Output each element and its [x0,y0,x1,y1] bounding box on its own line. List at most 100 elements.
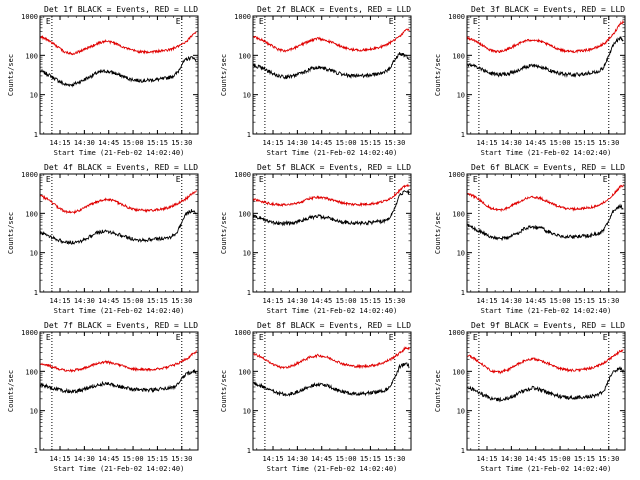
x-tick-label: 15:30 [384,455,405,463]
y-tick-label: 1 [461,447,465,455]
x-tick-label: 15:00 [550,455,571,463]
y-axis-label: Counts/sec [434,370,442,412]
event-marker-label: E [389,175,394,184]
event-marker-label: E [46,17,51,26]
detector-panel-4: Det 4f BLACK = Events, RED = LLD 1 10 100 10… [7,163,199,315]
y-axis-label: Counts/sec [434,212,442,254]
detector-panel-1: Det 1f BLACK = Events, RED = LLD 1 10 100 10… [7,5,199,157]
y-tick-label: 1 [34,447,38,455]
plot-frame [252,173,412,293]
series-line-events [467,203,624,241]
x-axis-label: Start Time (21-Feb-02 14:02:40) [267,465,398,473]
event-marker-label: E [389,333,394,342]
y-tick-label: 1 [461,131,465,139]
x-tick-label: 15:15 [574,297,595,305]
x-tick-label: 14:15 [476,297,497,305]
y-tick-label: 10 [457,250,465,258]
y-tick-label: 1000 [234,329,251,337]
series-line-lld [467,184,624,213]
x-tick-label: 15:00 [123,139,144,147]
x-tick-label: 14:15 [49,139,70,147]
x-tick-label: 15:15 [574,455,595,463]
x-tick-label: 14:15 [262,455,283,463]
x-tick-label: 14:15 [49,297,70,305]
series-line-events [253,189,410,227]
y-tick-label: 10 [30,408,38,416]
series-line-lld [253,183,410,208]
series-line-lld [253,28,410,53]
y-axis-label: Counts/sec [7,54,15,96]
series-line-lld [467,349,624,375]
y-axis-label: Counts/sec [220,212,228,254]
y-tick-label: 10 [243,92,251,100]
panel-title: Det 1f BLACK = Events, RED = LLD [44,5,198,14]
x-tick-label: 15:00 [123,455,144,463]
y-tick-label: 10 [243,408,251,416]
y-tick-label: 100 [238,52,251,60]
plot-frame [252,331,412,451]
x-tick-label: 14:15 [262,297,283,305]
x-tick-label: 14:15 [476,139,497,147]
x-tick-label: 15:15 [574,139,595,147]
event-marker-label: E [603,17,608,26]
y-tick-label: 100 [25,210,38,218]
y-tick-label: 1 [247,289,251,297]
y-axis-label: Counts/sec [7,212,15,254]
x-axis-label: Start Time (21-Feb-02 14:02:40) [481,149,612,157]
series-line-events [253,52,410,80]
x-axis-label: Start Time (21-Feb-02 14:02:40) [481,307,612,315]
y-tick-label: 100 [25,52,38,60]
plot-frame [39,331,199,451]
y-tick-label: 1000 [21,171,38,179]
x-tick-label: 14:30 [74,297,95,305]
y-tick-label: 1000 [234,13,251,21]
event-marker-label: E [176,333,181,342]
y-tick-label: 1000 [448,171,465,179]
y-tick-label: 10 [457,408,465,416]
plot-frame [39,15,199,135]
event-marker-label: E [176,17,181,26]
x-axis-label: Start Time (21-Feb-02 14:02:40) [481,465,612,473]
x-axis-label: Start Time (21-Feb-02 14:02:40) [267,149,398,157]
panel-title: Det 4f BLACK = Events, RED = LLD [44,163,198,172]
x-tick-label: 15:30 [598,139,619,147]
x-tick-label: 15:30 [171,455,192,463]
event-marker-label: E [389,17,394,26]
detector-panel-2: Det 2f BLACK = Events, RED = LLD 1 10 100 10… [220,5,412,157]
detector-panel-6: Det 6f BLACK = Events, RED = LLD 1 10 100 10… [434,163,626,315]
x-tick-label: 14:30 [501,139,522,147]
event-marker-label: E [46,333,51,342]
x-tick-label: 15:00 [336,139,357,147]
x-tick-label: 15:30 [598,455,619,463]
series-line-events [40,209,197,246]
plot-frame [466,15,626,135]
x-tick-label: 15:15 [147,297,168,305]
series-line-lld [40,190,197,215]
x-tick-label: 14:45 [98,139,119,147]
y-tick-label: 100 [452,368,465,376]
event-marker-label: E [259,175,264,184]
panel-title: Det 5f BLACK = Events, RED = LLD [257,163,411,172]
x-tick-label: 15:00 [336,455,357,463]
y-tick-label: 1000 [448,13,465,21]
y-tick-label: 1000 [234,171,251,179]
y-tick-label: 100 [452,210,465,218]
series-line-lld [467,19,624,54]
x-axis-label: Start Time (21-Feb-02 14:02:40) [267,307,398,315]
x-tick-label: 14:45 [525,455,546,463]
series-line-lld [40,350,197,373]
y-tick-label: 1 [247,131,251,139]
series-line-events [40,368,197,395]
plot-frame [39,173,199,293]
event-marker-label: E [259,333,264,342]
event-marker-label: E [259,17,264,26]
x-tick-label: 14:45 [311,455,332,463]
x-tick-label: 14:30 [287,455,308,463]
x-tick-label: 15:15 [360,297,381,305]
event-marker-label: E [603,333,608,342]
x-tick-label: 14:30 [501,297,522,305]
y-axis-label: Counts/sec [7,370,15,412]
series-line-events [467,366,624,403]
x-tick-label: 14:15 [49,455,70,463]
x-tick-label: 14:30 [74,139,95,147]
